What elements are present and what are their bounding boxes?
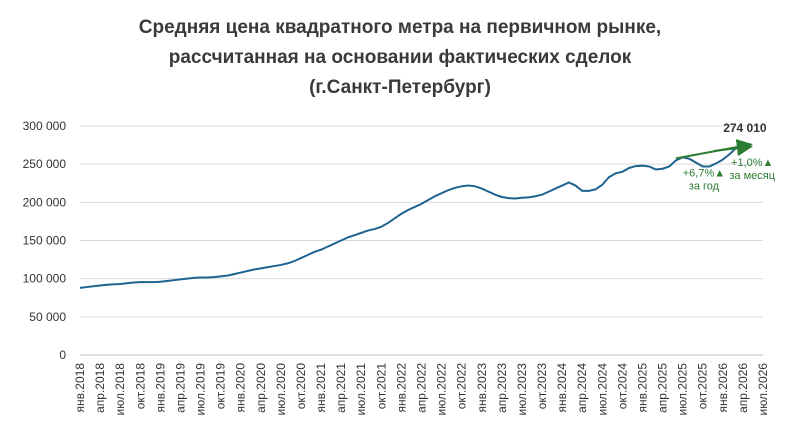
- x-tick-label: июл.2021: [354, 363, 368, 416]
- x-tick-label: июл.2020: [274, 363, 288, 416]
- x-tick-label: июл.2022: [435, 363, 449, 416]
- x-tick-label: июл.2026: [756, 363, 770, 416]
- data-label: 274 010: [723, 121, 767, 135]
- annotation: за месяц: [729, 170, 775, 182]
- x-tick-label: апр.2022: [415, 363, 429, 413]
- x-tick-label: янв.2019: [153, 363, 167, 413]
- x-tick-label: апр.2018: [93, 363, 107, 413]
- x-tick-label: окт.2021: [374, 363, 388, 410]
- chart-title: Средняя цена квадратного метра на первич…: [139, 17, 661, 38]
- y-tick-label: 200 000: [23, 195, 67, 209]
- x-tick-label: июл.2025: [676, 363, 690, 416]
- x-tick-label: июл.2019: [194, 363, 208, 416]
- x-tick-label: апр.2023: [495, 363, 509, 413]
- x-tick-label: апр.2021: [334, 363, 348, 413]
- x-tick-label: апр.2025: [656, 363, 670, 413]
- annotation: +1,0%▲: [731, 157, 773, 169]
- x-tick-label: окт.2018: [133, 363, 147, 410]
- x-tick-label: янв.2018: [73, 363, 87, 413]
- y-tick-label: 0: [59, 348, 66, 362]
- y-tick-label: 50 000: [29, 310, 66, 324]
- y-tick-label: 300 000: [23, 119, 67, 133]
- x-tick-label: янв.2020: [234, 363, 248, 413]
- x-tick-label: окт.2025: [696, 363, 710, 410]
- annotation: за год: [689, 180, 720, 192]
- y-tick-label: 150 000: [23, 234, 67, 248]
- x-tick-label: янв.2025: [635, 363, 649, 413]
- x-tick-label: янв.2022: [394, 363, 408, 413]
- x-tick-label: апр.2026: [736, 363, 750, 413]
- x-tick-label: июл.2024: [595, 363, 609, 416]
- x-tick-label: окт.2020: [294, 363, 308, 410]
- x-tick-label: окт.2023: [535, 363, 549, 410]
- arrow: [714, 140, 753, 157]
- x-tick-label: апр.2020: [254, 363, 268, 413]
- y-tick-label: 250 000: [23, 157, 67, 171]
- chart-title: (г.Санкт-Петербург): [309, 77, 491, 98]
- x-tick-label: апр.2019: [173, 363, 187, 413]
- chart-title: рассчитанная на основании фактических сд…: [169, 47, 632, 68]
- x-tick-label: апр.2024: [575, 363, 589, 413]
- annotation: +6,7%▲: [683, 167, 725, 179]
- x-tick-label: янв.2026: [716, 363, 730, 413]
- x-tick-label: июл.2023: [515, 363, 529, 416]
- x-tick-label: янв.2021: [314, 363, 328, 413]
- x-tick-label: окт.2019: [214, 363, 228, 410]
- x-tick-label: июл.2018: [113, 363, 127, 416]
- x-tick-label: янв.2024: [555, 363, 569, 413]
- x-tick-label: окт.2022: [455, 363, 469, 410]
- y-tick-label: 100 000: [23, 272, 67, 286]
- x-tick-label: окт.2024: [615, 363, 629, 410]
- x-tick-label: янв.2023: [475, 363, 489, 413]
- line: [79, 144, 744, 289]
